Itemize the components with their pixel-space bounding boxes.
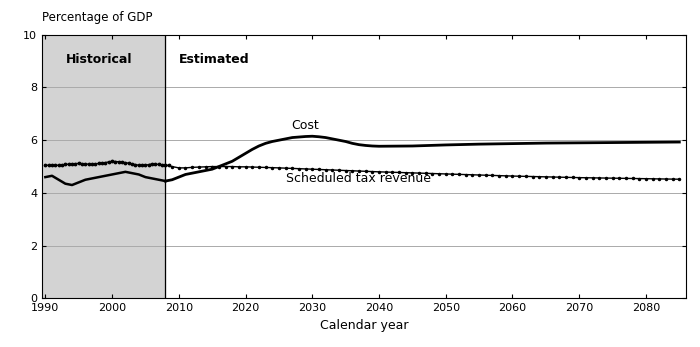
Text: Scheduled tax revenue: Scheduled tax revenue	[286, 172, 430, 185]
Bar	[42, 35, 165, 298]
Text: Cost: Cost	[292, 119, 319, 132]
X-axis label: Calendar year: Calendar year	[320, 319, 408, 332]
Text: Estimated: Estimated	[178, 53, 249, 66]
Text: Percentage of GDP: Percentage of GDP	[42, 11, 153, 24]
Text: Historical: Historical	[66, 53, 132, 66]
